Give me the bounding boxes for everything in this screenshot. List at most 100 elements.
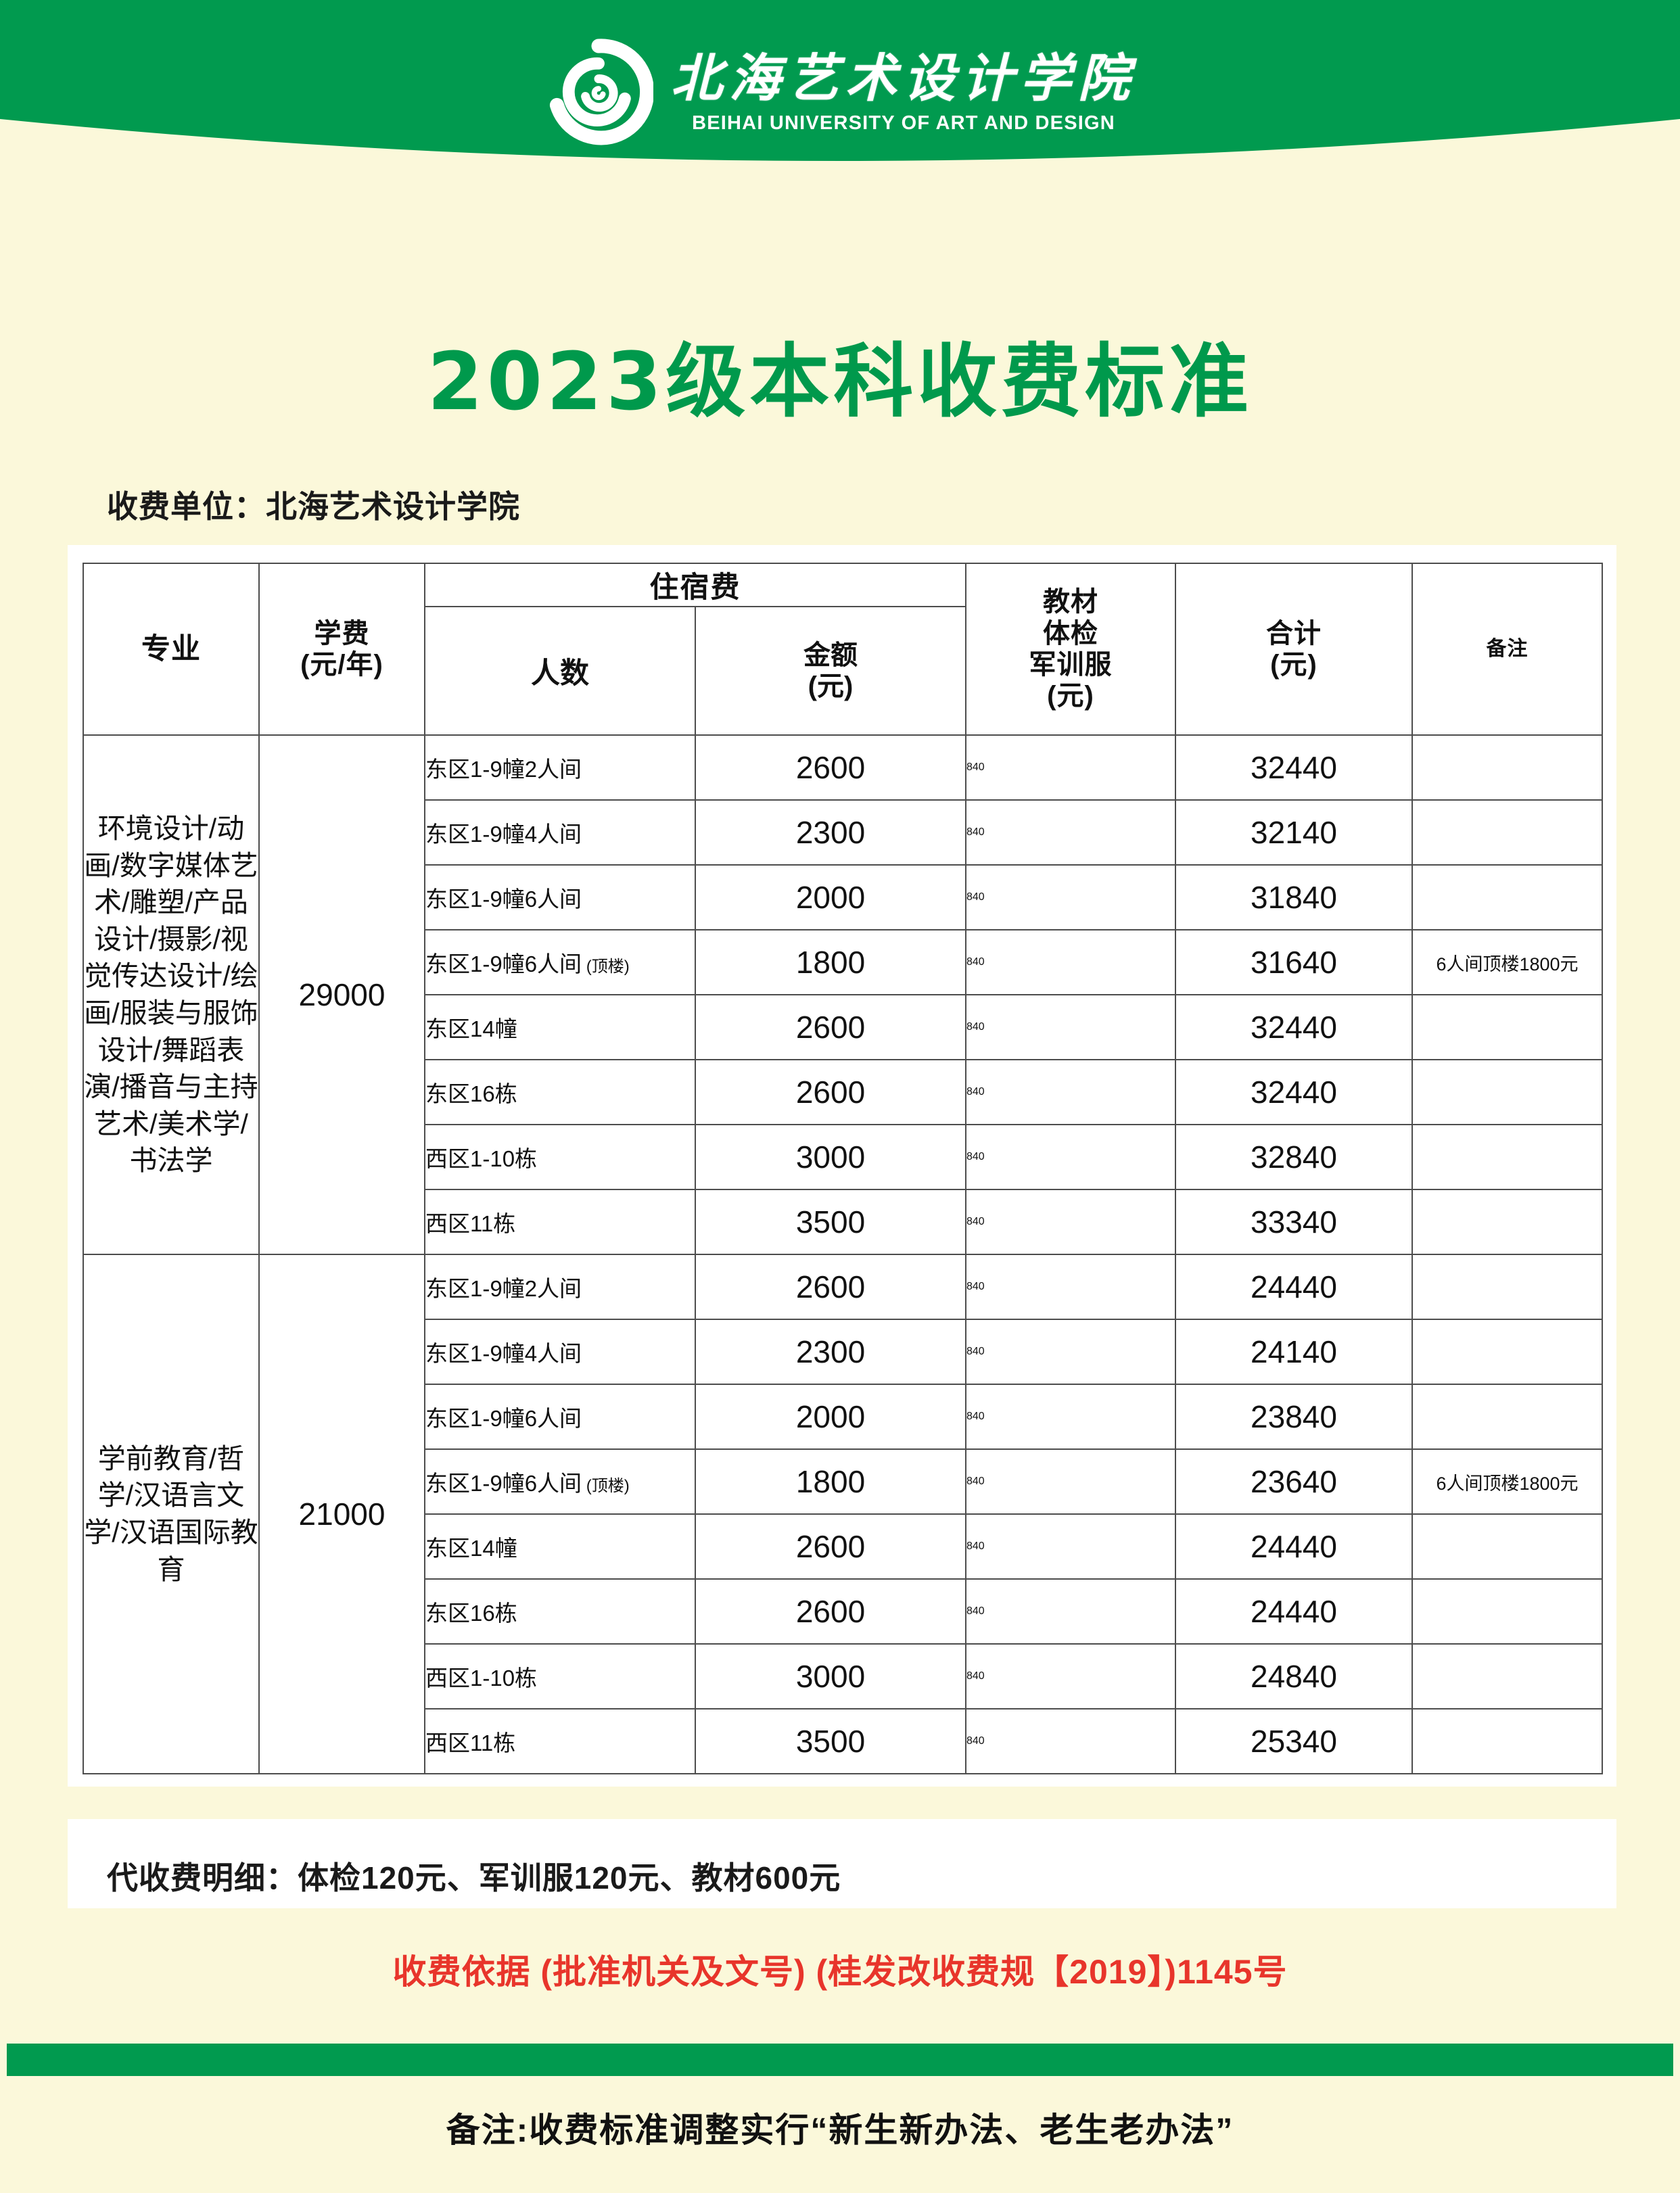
cell-material-fee: 840 xyxy=(965,1124,1176,1190)
col-header-note: 备注 xyxy=(1411,563,1603,736)
cell-total: 33340 xyxy=(1175,1189,1413,1255)
cell-dorm-amount: 2600 xyxy=(695,1254,966,1320)
bottom-remark-line: 备注:收费标准调整实行“新生新办法、老生老办法” xyxy=(446,2111,1234,2149)
amount-line1: 金额 xyxy=(803,640,858,670)
cell-note xyxy=(1411,994,1603,1060)
cell-dorm-people: 西区11栋 xyxy=(424,1708,696,1774)
cell-dorm-amount: 2600 xyxy=(695,994,966,1060)
bottom-green-rule xyxy=(7,2044,1673,2076)
cell-material-fee: 840 xyxy=(965,1319,1176,1385)
cell-major: 环境设计/动画/数字媒体艺术/雕塑/产品设计/摄影/视觉传达设计/绘画/服装与服… xyxy=(83,734,260,1255)
table-body: 环境设计/动画/数字媒体艺术/雕塑/产品设计/摄影/视觉传达设计/绘画/服装与服… xyxy=(83,734,1603,1774)
table-row: 东区1-9幢6人间 (顶楼) 1800 840 23640 6人间顶楼1800元 xyxy=(83,1448,1603,1515)
cell-material-fee: 840 xyxy=(965,994,1176,1060)
amount-line2: (元) xyxy=(808,671,854,701)
material-line4: (元) xyxy=(1047,681,1094,711)
cell-total: 32440 xyxy=(1175,734,1413,801)
cell-note xyxy=(1411,1513,1603,1580)
cell-material-fee: 840 xyxy=(965,929,1176,995)
header-banner: 北海艺术设计学院 BEIHAI UNIVERSITY OF ART AND DE… xyxy=(0,0,1680,203)
col-header-material-exam-uniform: 教材 体检 军训服 (元) xyxy=(965,563,1176,736)
dorm-label: 东区1-9幢6人间 xyxy=(425,951,582,976)
brand-name-en: BEIHAI UNIVERSITY OF ART AND DESIGN xyxy=(692,112,1115,135)
cell-dorm-amount: 1800 xyxy=(695,929,966,995)
cell-note xyxy=(1411,1189,1603,1255)
dorm-label: 西区1-10栋 xyxy=(425,1146,538,1171)
dorm-label-suffix: (顶楼) xyxy=(582,958,630,976)
table-panel-footer-strip xyxy=(68,1819,1616,1908)
col-header-tuition-line2: (元/年) xyxy=(300,650,383,680)
dorm-label: 东区1-9幢4人间 xyxy=(425,1341,582,1366)
cell-note xyxy=(1411,1708,1603,1774)
cell-material-fee: 840 xyxy=(965,799,1176,866)
table-row: 西区11栋 3500 840 33340 xyxy=(83,1189,1603,1255)
cell-total: 32440 xyxy=(1175,994,1413,1060)
table-row: 东区14幢 2600 840 24440 xyxy=(83,1513,1603,1580)
cell-material-fee: 840 xyxy=(965,1708,1176,1774)
cell-note xyxy=(1411,799,1603,866)
cell-note xyxy=(1411,1578,1603,1645)
dorm-label: 东区1-9幢6人间 xyxy=(425,1471,582,1496)
table-row: 东区1-9幢4人间 2300 840 24140 xyxy=(83,1319,1603,1385)
table-row: 学前教育/哲学/汉语言文学/汉语国际教育 21000 东区1-9幢2人间 2600 84… xyxy=(83,1254,1603,1774)
col-header-total: 合计 (元) xyxy=(1175,563,1413,736)
table-header-row-1: 专业 学费 (元/年) 住宿费 教材 体检 军训服 (元) 合计 (元) 备注 xyxy=(83,563,1603,736)
brand-block: 北海艺术设计学院 BEIHAI UNIVERSITY OF ART AND DE… xyxy=(0,37,1680,147)
cell-dorm-amount: 3500 xyxy=(695,1189,966,1255)
cell-note xyxy=(1411,1319,1603,1385)
banner-curve-shape xyxy=(0,0,1680,161)
cell-material-fee: 840 xyxy=(965,1578,1176,1645)
dorm-label: 东区14幢 xyxy=(425,1016,517,1041)
cell-dorm-amount: 2600 xyxy=(695,1513,966,1580)
cell-dorm-people: 东区16栋 xyxy=(424,1059,696,1125)
cell-material-fee: 840 xyxy=(965,1254,1176,1320)
col-header-dorm-fee: 住宿费 xyxy=(424,563,966,607)
cell-material-fee: 840 xyxy=(965,734,1176,801)
cell-note xyxy=(1411,734,1603,801)
cell-total: 24440 xyxy=(1175,1254,1413,1320)
cell-tuition: 21000 xyxy=(258,1254,425,1774)
cell-total: 24440 xyxy=(1175,1578,1413,1645)
table-row: 东区1-9幢4人间 2300 840 32140 xyxy=(83,799,1603,866)
cell-total: 32840 xyxy=(1175,1124,1413,1190)
table-row: 东区1-9幢6人间 (顶楼) 1800 840 31640 6人间顶楼1800元 xyxy=(83,929,1603,995)
cell-total: 24140 xyxy=(1175,1319,1413,1385)
cell-dorm-amount: 2600 xyxy=(695,1059,966,1125)
cell-dorm-people: 东区1-9幢6人间 xyxy=(424,864,696,930)
dorm-label: 东区1-9幢4人间 xyxy=(425,822,582,847)
table-panel: 专业 学费 (元/年) 住宿费 教材 体检 军训服 (元) 合计 (元) 备注 xyxy=(68,545,1616,1787)
cell-major: 学前教育/哲学/汉语言文学/汉语国际教育 xyxy=(83,1254,260,1774)
brand-name-cn: 北海艺术设计学院 xyxy=(671,47,1136,108)
cell-note xyxy=(1411,1384,1603,1450)
dorm-label: 东区16栋 xyxy=(425,1081,517,1106)
dorm-label: 东区1-9幢2人间 xyxy=(425,1276,582,1301)
cell-dorm-people: 西区11栋 xyxy=(424,1189,696,1255)
cell-total: 23840 xyxy=(1175,1384,1413,1450)
spiral-logo-icon xyxy=(549,39,653,145)
page-title: 2023级本科收费标准 xyxy=(427,335,1253,428)
cell-material-fee: 840 xyxy=(965,1189,1176,1255)
cell-dorm-people: 东区14幢 xyxy=(424,1513,696,1580)
col-header-major: 专业 xyxy=(83,563,260,736)
brand-text-block: 北海艺术设计学院 BEIHAI UNIVERSITY OF ART AND DE… xyxy=(671,49,1136,135)
table-row: 东区1-9幢6人间 2000 840 23840 xyxy=(83,1384,1603,1450)
table-row: 西区1-10栋 3000 840 32840 xyxy=(83,1124,1603,1190)
cell-total: 24840 xyxy=(1175,1643,1413,1709)
cell-dorm-people: 东区1-9幢6人间 (顶楼) xyxy=(424,929,696,995)
col-header-tuition-line1: 学费 xyxy=(314,618,370,649)
cell-material-fee: 840 xyxy=(965,1448,1176,1515)
material-line1: 教材 xyxy=(1043,587,1098,617)
cell-material-fee: 840 xyxy=(965,1384,1176,1450)
cell-note xyxy=(1411,1643,1603,1709)
table-row: 西区11栋 3500 840 25340 xyxy=(83,1708,1603,1774)
cell-dorm-people: 西区1-10栋 xyxy=(424,1643,696,1709)
cell-material-fee: 840 xyxy=(965,864,1176,930)
cell-dorm-amount: 2000 xyxy=(695,864,966,930)
cell-total: 25340 xyxy=(1175,1708,1413,1774)
table-row: 环境设计/动画/数字媒体艺术/雕塑/产品设计/摄影/视觉传达设计/绘画/服装与服… xyxy=(83,734,1603,1255)
cell-total: 31840 xyxy=(1175,864,1413,930)
cell-total: 32140 xyxy=(1175,799,1413,866)
proxy-fee-detail-line: 代收费明细：体检120元、军训服120元、教材600元 xyxy=(107,1860,841,1895)
cell-material-fee: 840 xyxy=(965,1513,1176,1580)
cell-note xyxy=(1411,1059,1603,1125)
